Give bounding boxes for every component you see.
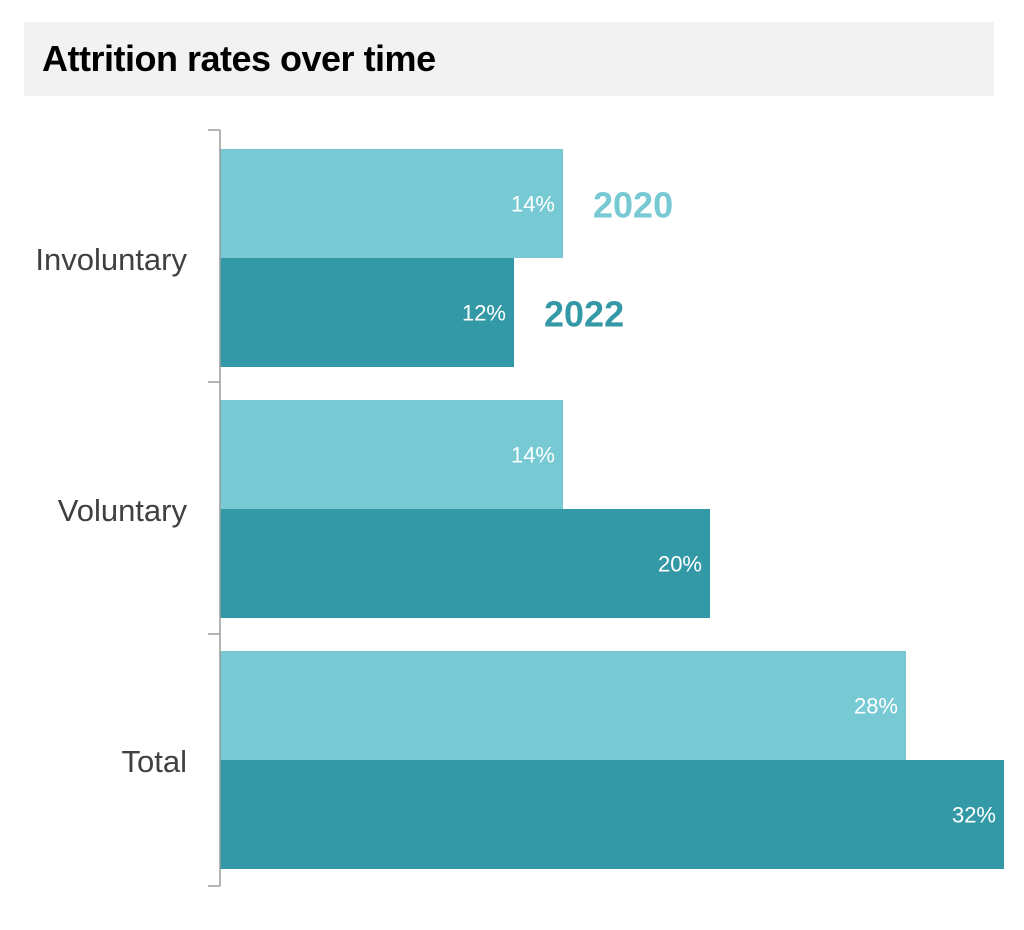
- bar-value-label: 20%: [658, 552, 702, 577]
- bar-value-label: 12%: [462, 301, 506, 326]
- bar-value-label: 32%: [952, 803, 996, 828]
- bar-voluntary-2020: [220, 400, 563, 509]
- bar-value-label: 14%: [511, 192, 555, 217]
- bar-voluntary-2022: [220, 509, 710, 618]
- category-label-voluntary: Voluntary: [58, 493, 188, 528]
- category-label-total: Total: [122, 744, 187, 779]
- bar-involuntary-2020: [220, 149, 563, 258]
- legend-label-2020: 2020: [593, 185, 673, 226]
- legend-label-2022: 2022: [544, 294, 624, 335]
- bar-value-label: 14%: [511, 443, 555, 468]
- chart-title-bar: Attrition rates over time: [24, 22, 994, 96]
- bar-total-2022: [220, 760, 1004, 869]
- chart-title: Attrition rates over time: [42, 38, 436, 79]
- bar-value-label: 28%: [854, 694, 898, 719]
- bar-total-2020: [220, 651, 906, 760]
- category-label-involuntary: Involuntary: [35, 242, 187, 277]
- bar-involuntary-2022: [220, 258, 514, 367]
